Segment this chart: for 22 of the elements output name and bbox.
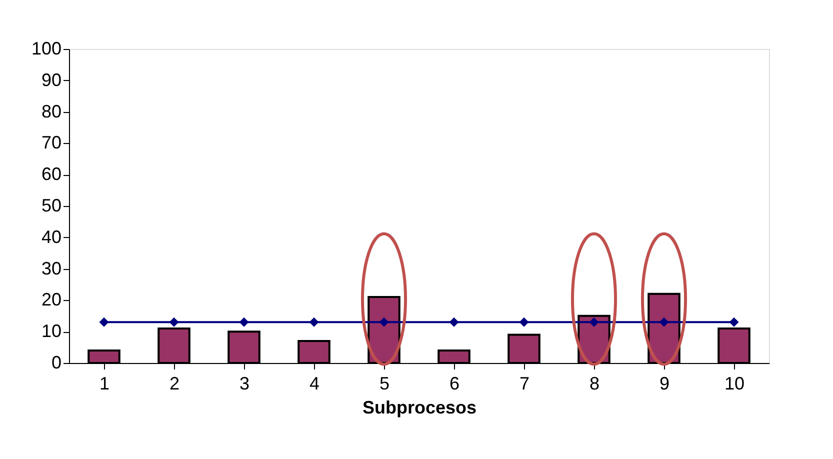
x-tick-label: 4 [309, 374, 320, 394]
x-tick-label: 5 [379, 374, 390, 394]
y-tick-label: 60 [41, 164, 62, 184]
x-axis-title: Subprocesos [362, 398, 477, 418]
x-tick-label: 10 [724, 374, 745, 394]
y-tick-label: 90 [41, 70, 62, 90]
y-tick-label: 100 [31, 38, 62, 58]
x-tick-label: 9 [659, 374, 670, 394]
x-tick-label: 7 [519, 374, 530, 394]
x-tick-label: 2 [169, 374, 180, 394]
y-tick-label: 0 [51, 352, 62, 372]
y-tick-label: 20 [41, 290, 62, 310]
y-tick-label: 70 [41, 132, 62, 153]
x-tick-label: 8 [589, 374, 600, 394]
y-tick-label: 80 [41, 101, 62, 122]
y-tick-label: 30 [41, 258, 62, 278]
x-tick-label: 6 [449, 374, 460, 394]
x-tick-label: 3 [239, 374, 250, 394]
y-tick-label: 40 [41, 226, 62, 247]
y-tick-label: 50 [41, 196, 62, 216]
y-tick-label: 10 [41, 321, 62, 342]
x-tick-label: 1 [99, 374, 110, 394]
